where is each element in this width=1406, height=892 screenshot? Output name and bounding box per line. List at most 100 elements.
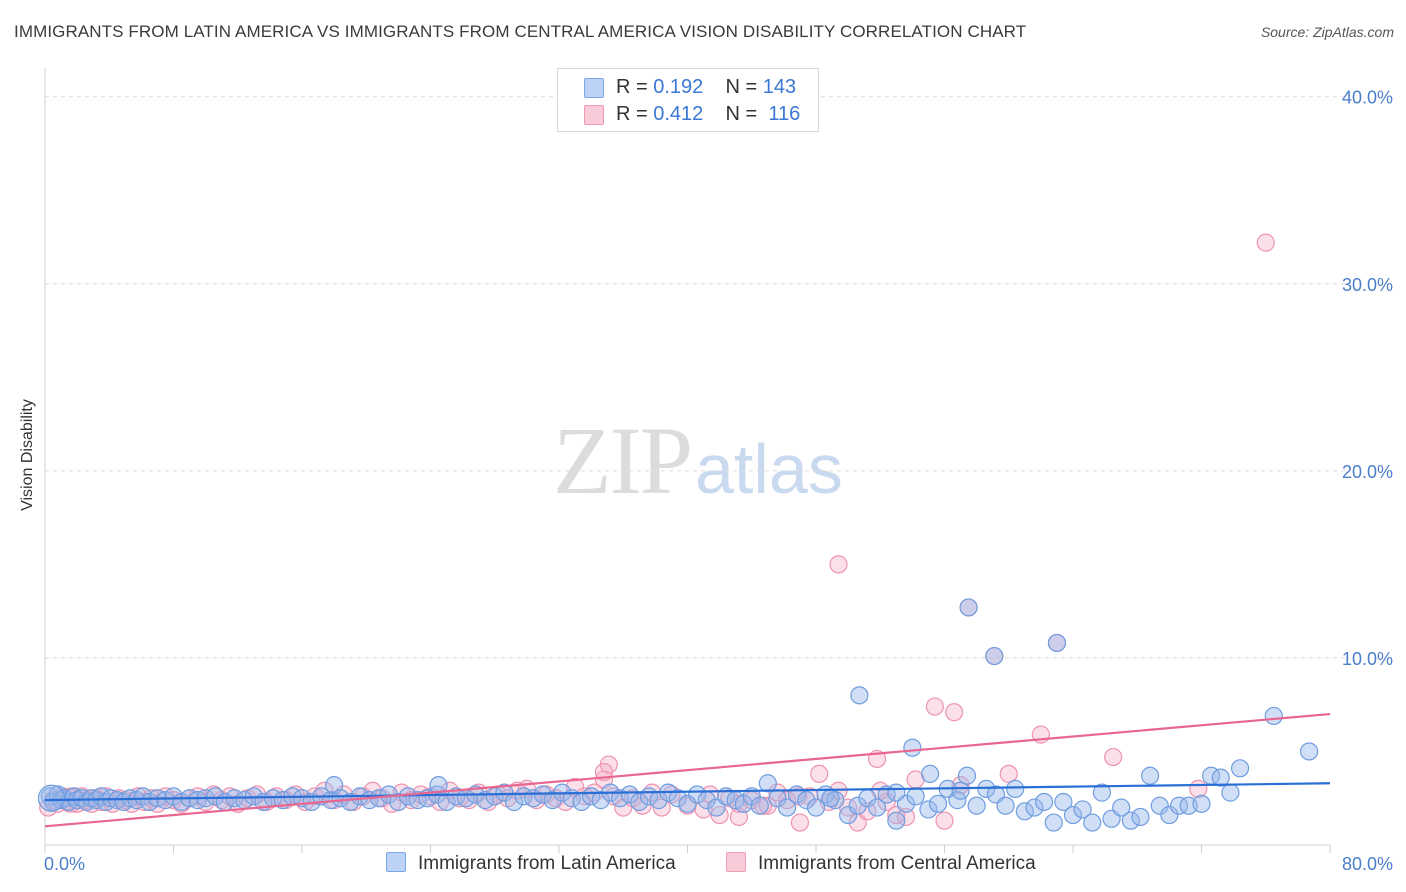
legend-r-label: R = [616, 103, 648, 125]
point-latin-america [1221, 783, 1240, 802]
point-latin-america [630, 792, 649, 812]
point-latin-america [806, 798, 826, 817]
point-latin-america [591, 791, 610, 810]
trend-line-latin-america [44, 782, 1331, 802]
point-latin-america [906, 787, 925, 806]
point-latin-america [797, 791, 816, 810]
trend-line-central-america [44, 712, 1331, 828]
bottom-legend-latin: Immigrants from Latin America [386, 852, 676, 875]
legend-n-label: N = [725, 103, 758, 125]
point-latin-america [887, 783, 906, 802]
bottom-legend-label-central: Immigrants from Central America [758, 853, 1036, 874]
point-latin-america [850, 686, 869, 705]
legend-swatch-latin [584, 78, 604, 98]
point-central-america [315, 781, 334, 800]
x-tick-label: 0.0% [44, 854, 85, 874]
point-latin-america [1140, 766, 1160, 785]
point-latin-america [37, 784, 66, 812]
point-central-america [945, 703, 964, 722]
point-latin-america [1025, 798, 1044, 817]
point-central-america [829, 555, 848, 574]
legend-swatch-central [584, 105, 604, 125]
point-latin-america [1047, 633, 1067, 653]
point-latin-america [821, 789, 840, 808]
point-central-america [810, 764, 829, 784]
trend-lines [44, 712, 1331, 828]
point-latin-america [1121, 811, 1140, 830]
point-latin-america [437, 792, 456, 812]
series-central-america-points [39, 233, 1275, 832]
point-latin-america [1211, 768, 1230, 787]
point-latin-america [1063, 805, 1083, 825]
point-latin-america [903, 738, 922, 757]
point-latin-america [957, 766, 977, 785]
point-latin-america [839, 805, 858, 825]
point-latin-america [758, 774, 777, 793]
y-tick-label: 20.0% [1342, 462, 1393, 482]
point-central-america [1256, 233, 1275, 252]
point-latin-america [1006, 779, 1025, 798]
series-latin-america-points [37, 598, 1319, 832]
point-latin-america [951, 781, 970, 800]
point-latin-america [476, 791, 495, 810]
source-label: Source: ZipAtlas.com [1260, 24, 1394, 40]
point-latin-america [919, 800, 938, 819]
tick-labels: 10.0% 20.0% 30.0% 40.0% 0.0% 80.0% [44, 88, 1393, 874]
point-latin-america [331, 789, 350, 808]
point-latin-america [848, 796, 867, 815]
point-central-america [925, 697, 944, 716]
watermark-atlas: atlas [695, 430, 843, 508]
point-latin-america [1034, 792, 1054, 812]
point-latin-america [1264, 706, 1283, 726]
point-latin-america [1073, 800, 1092, 819]
point-latin-america [1044, 813, 1063, 832]
legend-r-value-latin: 0.192 [653, 76, 704, 98]
watermark: ZIPatlas [553, 405, 843, 516]
point-latin-america [1015, 802, 1034, 821]
gridlines [45, 96, 1350, 659]
point-latin-america [543, 791, 562, 810]
point-central-america [858, 802, 877, 821]
point-central-america [935, 811, 954, 830]
point-latin-america [429, 776, 448, 795]
point-latin-america [920, 764, 940, 784]
legend-n-value-central: 116 [768, 103, 801, 125]
point-latin-america [867, 798, 887, 817]
point-latin-america [996, 796, 1015, 815]
point-latin-america [1300, 742, 1319, 761]
point-latin-america [887, 811, 906, 830]
bottom-legend-label-latin: Immigrants from Latin America [418, 853, 676, 874]
point-latin-america [967, 796, 986, 815]
point-latin-america [325, 776, 344, 795]
point-latin-america [341, 792, 360, 812]
correlation-legend: R = 0.192 N = 143 R = 0.412 N = 116 [557, 68, 819, 132]
point-central-america [1189, 779, 1208, 798]
chart-title: IMMIGRANTS FROM LATIN AMERICA VS IMMIGRA… [14, 22, 1027, 41]
bottom-legend-swatch-central [726, 852, 746, 872]
bottom-legend-swatch-latin [386, 852, 406, 872]
legend-n-label: N = [725, 76, 758, 98]
legend-r-value-central: 0.412 [653, 103, 704, 125]
point-latin-america [1131, 807, 1150, 827]
axes [44, 68, 1331, 853]
point-central-america [1104, 747, 1123, 767]
point-latin-america [1083, 813, 1102, 832]
point-central-america [790, 813, 810, 832]
point-latin-america [750, 796, 769, 815]
point-latin-america [1230, 759, 1250, 778]
y-tick-label: 40.0% [1342, 88, 1393, 108]
point-central-america [877, 792, 896, 812]
point-latin-america [959, 598, 978, 617]
point-central-america [768, 783, 787, 802]
point-latin-america [1112, 798, 1131, 817]
point-latin-america [668, 789, 687, 808]
point-latin-america [1160, 805, 1179, 825]
point-latin-america [1169, 796, 1189, 815]
legend-n-value-latin: 143 [762, 76, 797, 98]
point-latin-america [495, 783, 514, 802]
point-latin-america [688, 785, 707, 804]
point-latin-america [1092, 783, 1112, 802]
point-central-america [999, 764, 1018, 784]
watermark-zip: ZIP [553, 407, 693, 514]
point-latin-america [620, 785, 639, 804]
